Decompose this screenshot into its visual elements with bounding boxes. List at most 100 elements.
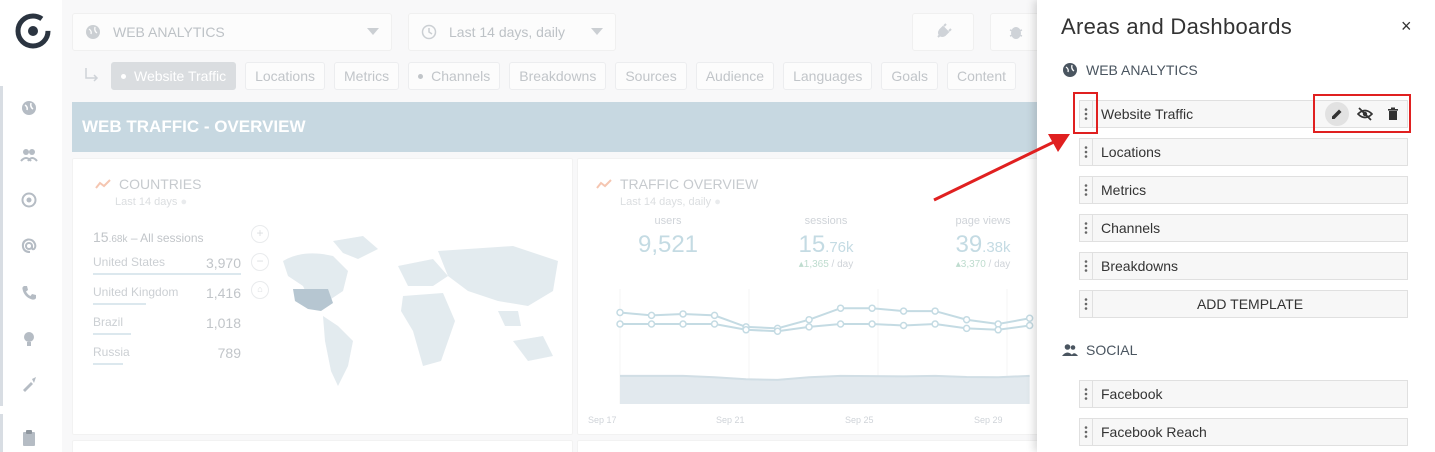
metric-page-views: page views 39.38k ▴3,370 / day [933, 215, 1033, 270]
eye-off-icon [1357, 107, 1373, 121]
dashboard-item-label: Metrics [1101, 182, 1147, 198]
dashboard-item-label: Channels [1101, 220, 1161, 236]
add-template-label: ADD TEMPLATE [1196, 296, 1304, 312]
tab-label: Sources [625, 68, 677, 84]
tab-audience[interactable]: Audience [695, 62, 775, 90]
date-range-select[interactable]: Last 14 days, daily [408, 13, 616, 51]
dashboard-item-breakdowns[interactable]: Breakdowns [1079, 252, 1408, 280]
drag-handle-icon [1084, 222, 1088, 234]
x-tick-label: Sep 17 [588, 415, 617, 425]
tab-channels[interactable]: Channels [408, 62, 501, 90]
dashboard-item-facebook-reach[interactable]: Facebook Reach [1079, 418, 1408, 446]
dashboard-item-channels[interactable]: Channels [1079, 214, 1408, 242]
country-row[interactable]: United Kingdom 1,416 [93, 285, 241, 315]
traffic-title: TRAFFIC OVERVIEW [620, 176, 759, 192]
metric-delta: ▴3,370 [955, 259, 986, 270]
metric-value: 15.76k [776, 231, 876, 259]
globe-icon[interactable] [19, 98, 39, 118]
delete-button[interactable] [1381, 102, 1405, 126]
data-point [868, 304, 876, 312]
drag-handle-icon [1084, 260, 1088, 272]
users-icon [1062, 344, 1078, 356]
country-share-bar [93, 363, 123, 365]
hide-button[interactable] [1353, 102, 1377, 126]
zoom-out-button[interactable]: − [251, 253, 269, 271]
sidebar-rail [0, 414, 3, 452]
x-tick-label: Sep 21 [716, 415, 745, 425]
home-icon[interactable]: ⌂ [251, 281, 269, 299]
dashboard-item-label: Facebook Reach [1101, 424, 1207, 440]
integrations-button[interactable] [912, 13, 974, 51]
metric-value-small: .76k [825, 239, 854, 256]
drag-handle[interactable] [1080, 101, 1093, 127]
panel-title: Areas and Dashboards [1061, 14, 1293, 39]
country-name: Brazil [93, 315, 124, 329]
x-tick-label: Sep 25 [845, 415, 874, 425]
countries-title: COUNTRIES [119, 176, 202, 192]
drag-handle[interactable] [1080, 177, 1093, 203]
dashboard-item-label: Locations [1101, 144, 1161, 160]
world-map [283, 236, 558, 386]
drag-handle[interactable] [1080, 139, 1093, 165]
country-row[interactable]: United States 3,970 [93, 255, 241, 285]
target-icon[interactable] [19, 190, 39, 210]
country-row[interactable]: Russia 789 [93, 345, 241, 375]
close-button[interactable]: × [1401, 16, 1412, 36]
countries-list: 15.68k – All sessions United States 3,970… [93, 229, 241, 375]
dashboard-item-website-traffic[interactable]: Website Traffic [1079, 100, 1408, 128]
metric-per-day: ▴3,370 / day [933, 259, 1033, 270]
drag-handle-icon [1084, 388, 1088, 400]
drag-handle[interactable] [1080, 419, 1093, 445]
tab-website-traffic[interactable]: Website Traffic [111, 62, 237, 90]
edit-button[interactable] [1325, 102, 1349, 126]
drag-handle[interactable] [1080, 381, 1093, 407]
pencil-icon [1332, 109, 1342, 119]
brush-icon[interactable] [19, 374, 39, 394]
overlay-dim [62, 0, 1037, 452]
debug-button[interactable] [990, 13, 1037, 51]
country-share-bar [93, 333, 132, 335]
series-line [620, 374, 1030, 381]
total-sessions: 15.68k – All sessions [93, 229, 241, 255]
card-subtitle: Last 14 days ● [115, 196, 188, 208]
tab-metrics[interactable]: Metrics [334, 62, 400, 90]
drag-handle [1080, 291, 1093, 317]
series-line [619, 307, 1030, 330]
users-icon[interactable] [19, 145, 39, 165]
areas-dashboards-panel: Areas and Dashboards × WEB ANALYTICS Web… [1037, 0, 1435, 452]
drag-handle-icon [1084, 426, 1088, 438]
plug-icon [937, 23, 952, 38]
tab-content[interactable]: Content [946, 62, 1017, 90]
at-sign-icon[interactable] [19, 236, 39, 256]
tab-languages[interactable]: Languages [783, 62, 873, 90]
lightbulb-icon[interactable] [19, 329, 39, 349]
drag-handle[interactable] [1080, 253, 1093, 279]
app-logo[interactable] [14, 12, 52, 50]
trash-icon [1388, 107, 1398, 120]
tab-locations[interactable]: Locations [245, 62, 326, 90]
drag-handle[interactable] [1080, 215, 1093, 241]
add-template-button[interactable]: ADD TEMPLATE [1079, 290, 1408, 318]
card-title: COUNTRIES [95, 176, 201, 192]
clipboard-icon[interactable] [19, 428, 39, 448]
tab-goals[interactable]: Goals [881, 62, 938, 90]
tab-breakdowns[interactable]: Breakdowns [509, 62, 607, 90]
country-row[interactable]: Brazil 1,018 [93, 315, 241, 345]
dashboard-item-locations[interactable]: Locations [1079, 138, 1408, 166]
series-area [620, 375, 1030, 404]
app-sidebar [0, 0, 62, 452]
area-select[interactable]: WEB ANALYTICS [72, 13, 392, 51]
zoom-in-button[interactable]: + [251, 225, 269, 243]
tab-sources[interactable]: Sources [615, 62, 687, 90]
tab-label: Content [956, 68, 1007, 84]
metric-sessions: sessions 15.76k ▴1,365 / day [776, 215, 876, 270]
tab-label: Metrics [344, 68, 390, 84]
data-point [836, 320, 845, 328]
tab-dot [121, 73, 126, 79]
metric-label: sessions [804, 215, 848, 227]
dashboard-item-facebook[interactable]: Facebook [1079, 380, 1408, 408]
globe-icon [86, 25, 100, 39]
phone-icon[interactable] [19, 283, 39, 303]
metric-delta: ▴1,365 [798, 259, 829, 270]
dashboard-item-metrics[interactable]: Metrics [1079, 176, 1408, 204]
